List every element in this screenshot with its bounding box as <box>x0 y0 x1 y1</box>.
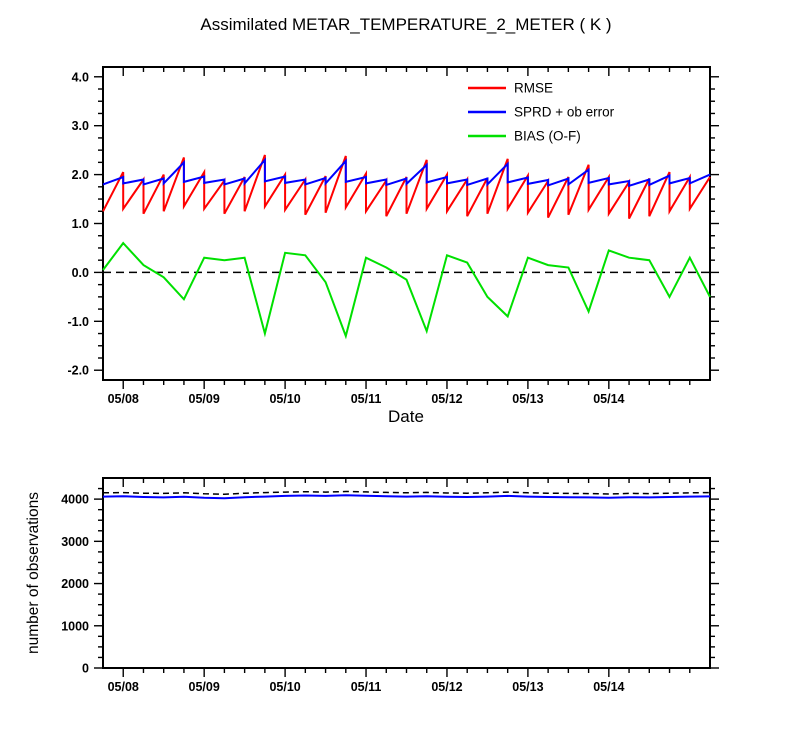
x-tick-label: 05/08 <box>108 392 139 406</box>
y-axis-label: number of observations <box>25 492 42 654</box>
legend-label-sprd: SPRD + ob error <box>514 105 615 120</box>
y-tick-label: 2000 <box>61 577 89 591</box>
plot-frame <box>102 66 711 381</box>
legend: RMSE SPRD + ob error BIAS (O-F) <box>468 81 615 144</box>
x-tick-label: 05/11 <box>351 392 382 406</box>
x-tick-label: 05/08 <box>108 680 139 694</box>
x-tick-label: 05/12 <box>431 392 462 406</box>
y-tick-label: 1.0 <box>72 217 89 231</box>
x-tick-label: 05/11 <box>351 680 382 694</box>
x-tick-label: 05/10 <box>269 392 300 406</box>
y-tick-label: 0 <box>82 662 89 676</box>
series-obs-count-solid <box>102 494 711 500</box>
legend-label-rmse: RMSE <box>514 81 553 96</box>
y-tick-label: 3000 <box>61 535 89 549</box>
y-tick-label: 1000 <box>61 619 89 633</box>
x-tick-label: 05/09 <box>189 680 220 694</box>
y-tick-label: 3.0 <box>72 119 89 133</box>
x-tick-label: 05/12 <box>431 680 462 694</box>
x-tick-label: 05/14 <box>593 680 624 694</box>
x-tick-label: 05/09 <box>189 392 220 406</box>
series-rmse <box>102 154 711 220</box>
y-tick-label: 4.0 <box>72 70 89 84</box>
y-tick-label: 2.0 <box>72 168 89 182</box>
chart-title: Assimilated METAR_TEMPERATURE_2_METER ( … <box>200 15 611 34</box>
series-obs-count-dashed <box>102 490 711 496</box>
x-tick-label: 05/13 <box>512 680 543 694</box>
y-tick-label: -1.0 <box>67 315 89 329</box>
y-tick-label: 4000 <box>61 493 89 507</box>
x-axis-label: Date <box>388 407 424 426</box>
series-sprd <box>102 157 711 188</box>
legend-label-bias: BIAS (O-F) <box>514 129 581 144</box>
x-tick-label: 05/13 <box>512 392 543 406</box>
x-tick-label: 05/10 <box>269 680 300 694</box>
x-tick-label: 05/14 <box>593 392 624 406</box>
y-tick-label: 0.0 <box>72 266 89 280</box>
plot-frame <box>102 477 711 669</box>
y-tick-label: -2.0 <box>67 364 89 378</box>
series-bias <box>102 241 711 340</box>
